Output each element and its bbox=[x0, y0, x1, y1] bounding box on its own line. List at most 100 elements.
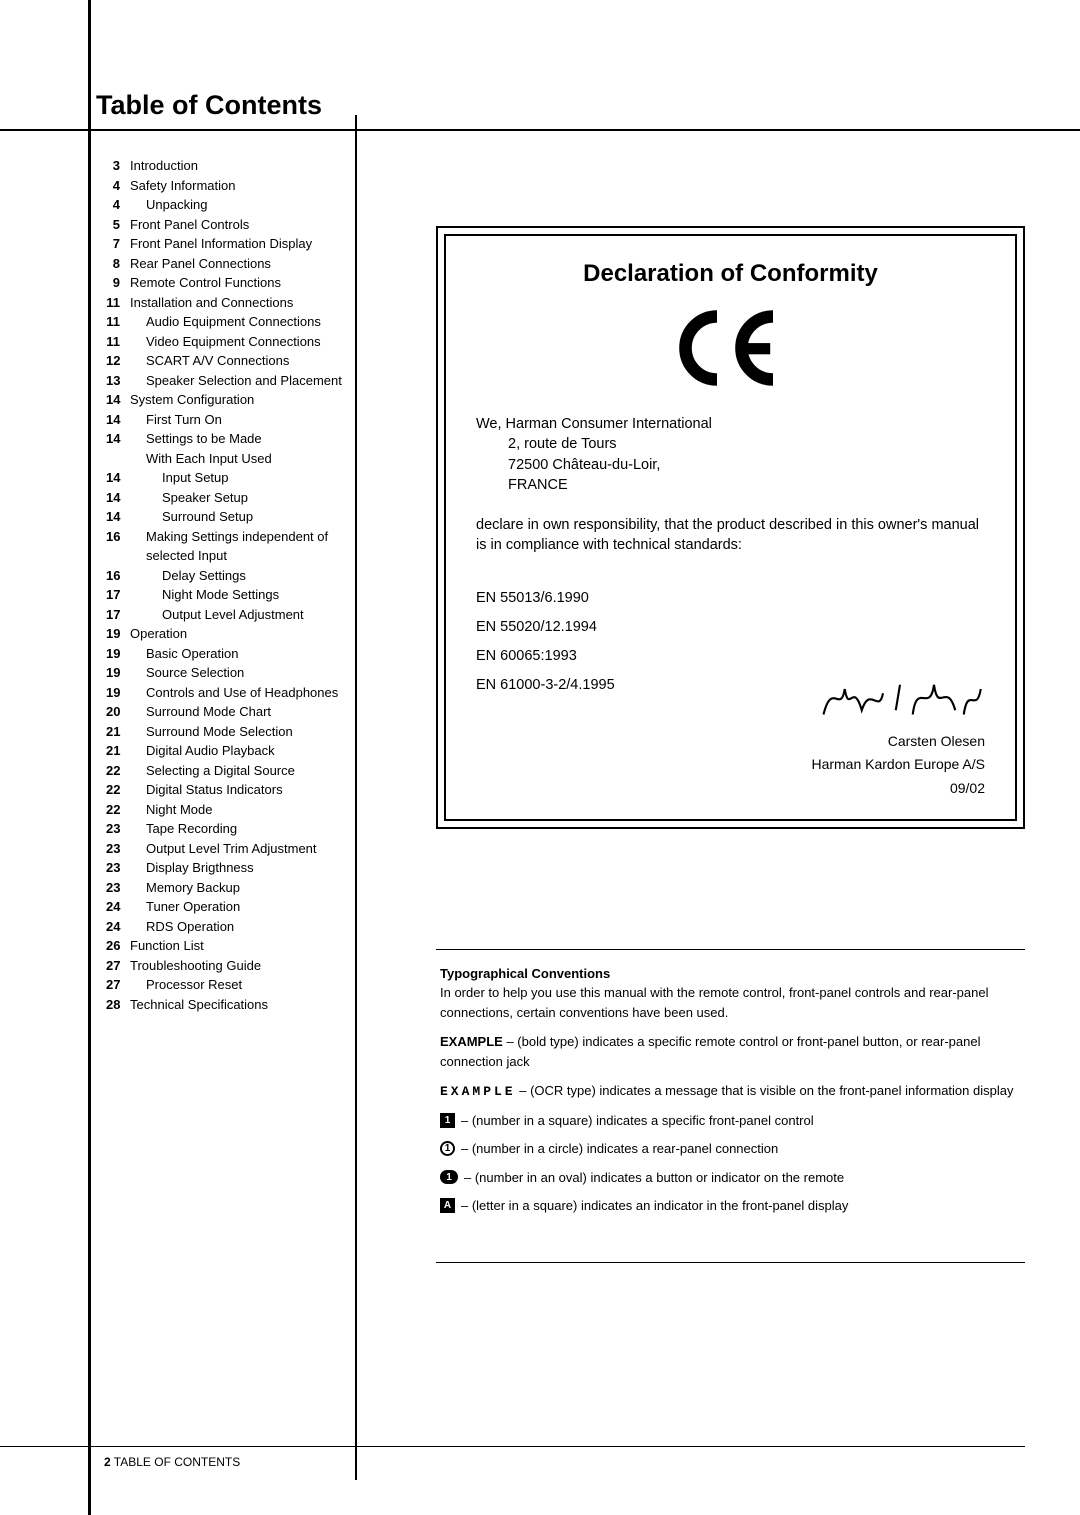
toc-page-num: 19 bbox=[106, 683, 130, 703]
toc-page-num: 14 bbox=[106, 429, 130, 449]
toc-entry-text: Surround Setup bbox=[130, 507, 351, 527]
toc-entry-text: Digital Audio Playback bbox=[130, 741, 351, 761]
toc-row: 14First Turn On bbox=[106, 410, 351, 430]
toc-entry-text: Memory Backup bbox=[130, 878, 351, 898]
toc-row: 23Output Level Trim Adjustment bbox=[106, 839, 351, 859]
toc-page-num: 4 bbox=[106, 176, 130, 196]
toc-entry-text: Operation bbox=[130, 624, 351, 644]
declaration-box: Declaration of Conformity We, Harman Con… bbox=[436, 226, 1025, 829]
toc-page-num: 19 bbox=[106, 624, 130, 644]
toc-row: 22Night Mode bbox=[106, 800, 351, 820]
toc-entry-text: Night Mode bbox=[130, 800, 351, 820]
standard-item: EN 55020/12.1994 bbox=[476, 613, 985, 642]
toc-page-num: 7 bbox=[106, 234, 130, 254]
toc-entry-text: Tape Recording bbox=[130, 819, 351, 839]
conventions-box: Typographical Conventions In order to he… bbox=[436, 949, 1025, 1263]
square-number-text: – (number in a square) indicates a speci… bbox=[461, 1111, 814, 1131]
toc-entry-text: Input Setup bbox=[130, 468, 351, 488]
toc-page-num: 21 bbox=[106, 722, 130, 742]
toc-entry-text: Speaker Selection and Placement bbox=[130, 371, 351, 391]
toc-entry-text: With Each Input Used bbox=[130, 449, 351, 469]
declaration-title: Declaration of Conformity bbox=[476, 260, 985, 288]
standard-item: EN 60065:1993 bbox=[476, 642, 985, 671]
toc-page-num: 4 bbox=[106, 195, 130, 215]
toc-row: 16Making Settings independent of bbox=[106, 527, 351, 547]
toc-row: 14Settings to be Made bbox=[106, 429, 351, 449]
toc-entry-text: System Configuration bbox=[130, 390, 351, 410]
title-area: Table of Contents bbox=[96, 90, 1025, 121]
toc-page-num: 12 bbox=[106, 351, 130, 371]
toc-page-num: 11 bbox=[106, 293, 130, 313]
toc-entry-text: Surround Mode Chart bbox=[130, 702, 351, 722]
toc-entry-text: Remote Control Functions bbox=[130, 273, 351, 293]
toc-row: 11Audio Equipment Connections bbox=[106, 312, 351, 332]
convention-square-letter: A – (letter in a square) indicates an in… bbox=[440, 1196, 1021, 1216]
toc-row: 14Speaker Setup bbox=[106, 488, 351, 508]
toc-row: 14Surround Setup bbox=[106, 507, 351, 527]
example-bold-text: – (bold type) indicates a specific remot… bbox=[440, 1034, 980, 1069]
toc-entry-text: selected Input bbox=[130, 546, 351, 566]
toc-page-num: 27 bbox=[106, 956, 130, 976]
toc-row: 23Memory Backup bbox=[106, 878, 351, 898]
oval-number-icon: 1 bbox=[440, 1170, 458, 1184]
toc-page-num: 26 bbox=[106, 936, 130, 956]
toc-row: 24RDS Operation bbox=[106, 917, 351, 937]
right-column: Declaration of Conformity We, Harman Con… bbox=[391, 156, 1025, 1263]
toc-row: 13Speaker Selection and Placement bbox=[106, 371, 351, 391]
toc-entry-text: Front Panel Information Display bbox=[130, 234, 351, 254]
toc-page-num: 20 bbox=[106, 702, 130, 722]
toc-page-num: 22 bbox=[106, 761, 130, 781]
toc-row: 11Video Equipment Connections bbox=[106, 332, 351, 352]
toc-entry-text: Making Settings independent of bbox=[130, 527, 351, 547]
toc-row: 17Night Mode Settings bbox=[106, 585, 351, 605]
document-page: Table of Contents 3Introduction4Safety I… bbox=[0, 0, 1080, 1515]
toc-page-num bbox=[106, 449, 130, 469]
example-bold-label: EXAMPLE bbox=[440, 1034, 503, 1049]
signature-icon bbox=[815, 670, 985, 725]
toc-row: 26Function List bbox=[106, 936, 351, 956]
toc-row: 24Tuner Operation bbox=[106, 897, 351, 917]
toc-entry-text: SCART A/V Connections bbox=[130, 351, 351, 371]
toc-row: 27Processor Reset bbox=[106, 975, 351, 995]
toc-row: 22Selecting a Digital Source bbox=[106, 761, 351, 781]
toc-row: With Each Input Used bbox=[106, 449, 351, 469]
ce-mark-icon bbox=[476, 303, 985, 396]
toc-row: 5Front Panel Controls bbox=[106, 215, 351, 235]
toc-entry-text: Function List bbox=[130, 936, 351, 956]
toc-entry-text: Audio Equipment Connections bbox=[130, 312, 351, 332]
toc-entry-text: Output Level Trim Adjustment bbox=[130, 839, 351, 859]
toc-page-num: 14 bbox=[106, 488, 130, 508]
convention-square-number: 1 – (number in a square) indicates a spe… bbox=[440, 1111, 1021, 1131]
toc-entry-text: Digital Status Indicators bbox=[130, 780, 351, 800]
toc-entry-text: Introduction bbox=[130, 156, 351, 176]
toc-row: 19Controls and Use of Headphones bbox=[106, 683, 351, 703]
toc-page-num: 11 bbox=[106, 332, 130, 352]
toc-row: selected Input bbox=[106, 546, 351, 566]
example-ocr-label: EXAMPLE bbox=[440, 1084, 516, 1099]
toc-entry-text: Technical Specifications bbox=[130, 995, 351, 1015]
toc-row: 14System Configuration bbox=[106, 390, 351, 410]
toc-page-num: 23 bbox=[106, 878, 130, 898]
toc-row: 7Front Panel Information Display bbox=[106, 234, 351, 254]
conventions-title: Typographical Conventions bbox=[440, 964, 1021, 984]
toc-page-num: 23 bbox=[106, 858, 130, 878]
toc-page-num: 14 bbox=[106, 468, 130, 488]
signatory-date: 09/02 bbox=[476, 779, 985, 799]
toc-entry-text: Basic Operation bbox=[130, 644, 351, 664]
conventions-intro: In order to help you use this manual wit… bbox=[440, 983, 1021, 1022]
square-letter-text: – (letter in a square) indicates an indi… bbox=[461, 1196, 848, 1216]
toc-page-num: 14 bbox=[106, 390, 130, 410]
toc-row: 22Digital Status Indicators bbox=[106, 780, 351, 800]
toc-page-num: 17 bbox=[106, 585, 130, 605]
toc-row: 28Technical Specifications bbox=[106, 995, 351, 1015]
toc-page-num: 14 bbox=[106, 507, 130, 527]
convention-oval-number: 1 – (number in an oval) indicates a butt… bbox=[440, 1168, 1021, 1188]
toc-entry-text: Speaker Setup bbox=[130, 488, 351, 508]
declaration-box-inner: Declaration of Conformity We, Harman Con… bbox=[444, 234, 1017, 821]
toc-row: 8Rear Panel Connections bbox=[106, 254, 351, 274]
toc-row: 19Operation bbox=[106, 624, 351, 644]
toc-entry-text: Processor Reset bbox=[130, 975, 351, 995]
declaration-addr3: FRANCE bbox=[476, 475, 985, 495]
toc-entry-text: Tuner Operation bbox=[130, 897, 351, 917]
toc-page-num: 5 bbox=[106, 215, 130, 235]
